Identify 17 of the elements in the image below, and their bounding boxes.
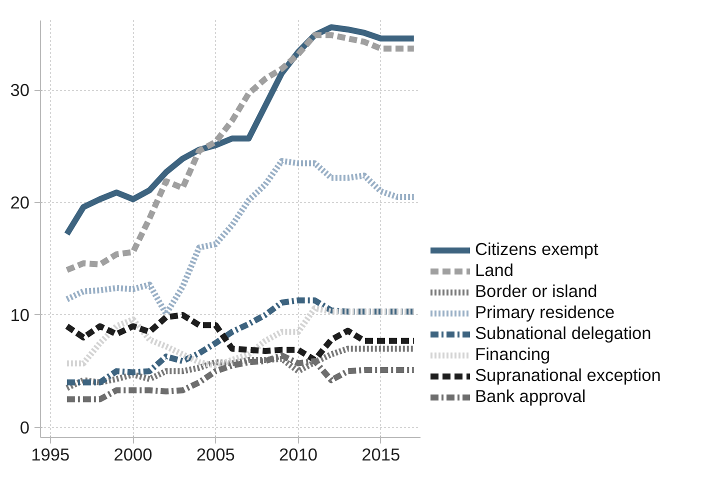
y-tick-label: 0 (20, 417, 30, 438)
legend-label: Supranational exception (475, 365, 661, 386)
y-tick-label: 20 (10, 192, 30, 213)
legend-label: Bank approval (475, 386, 586, 407)
x-tick-label: 2000 (114, 444, 152, 464)
x-tick-label: 2010 (278, 444, 318, 464)
legend-label: Land (475, 260, 514, 281)
x-tick-label: 2005 (196, 444, 235, 464)
legend-label: Financing (475, 344, 550, 365)
x-tick-label: 1995 (31, 444, 70, 464)
legend-label: Citizens exempt (475, 239, 598, 260)
legend-label: Subnational delegation (475, 323, 652, 344)
legend-label: Primary residence (475, 302, 615, 323)
y-tick-label: 10 (10, 304, 30, 325)
legend-label: Border or island (475, 281, 598, 302)
x-tick-label: 2015 (362, 444, 400, 464)
y-tick-label: 30 (10, 80, 30, 100)
